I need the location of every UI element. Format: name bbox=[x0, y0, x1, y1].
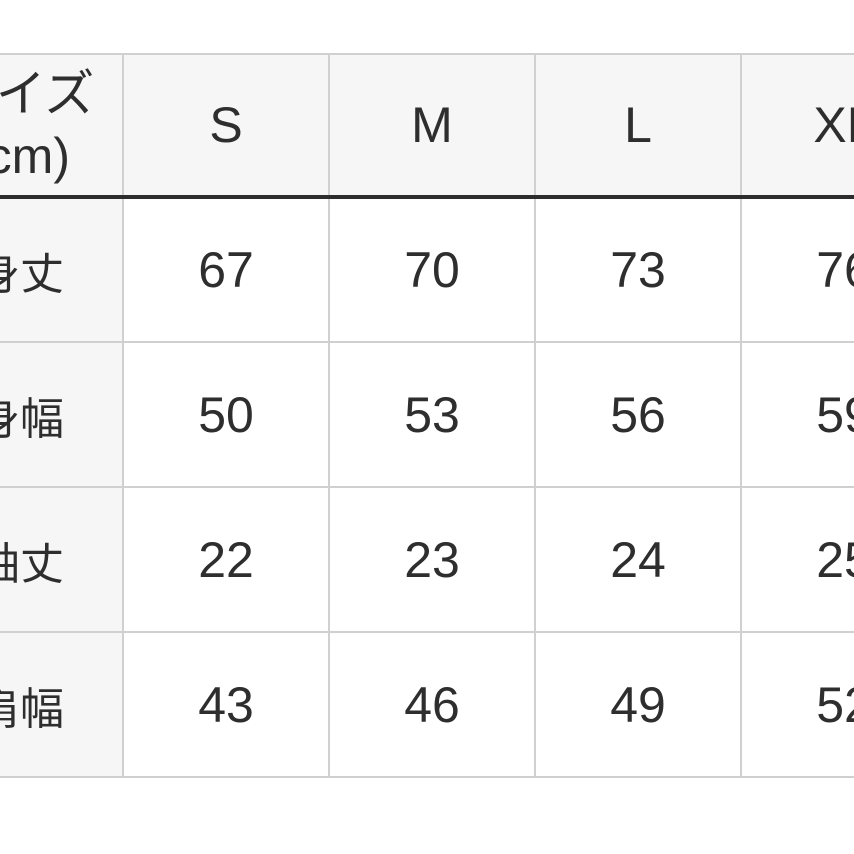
cell-body-width-m: 53 bbox=[328, 341, 536, 488]
size-word-label: サイズ bbox=[0, 65, 95, 122]
table-row-body-width: 身幅 50 53 56 59 bbox=[0, 341, 854, 488]
cell-sleeve-length-s: 22 bbox=[122, 486, 330, 633]
size-header-l: L bbox=[534, 53, 742, 199]
cell-body-length-m: 70 bbox=[328, 196, 536, 343]
size-unit-header-cell: サイズ (cm) bbox=[0, 53, 124, 199]
table-row-shoulder-width: 肩幅 43 46 49 52 bbox=[0, 631, 854, 778]
size-header-xl: XL bbox=[740, 53, 854, 199]
cell-body-length-xl: 76 bbox=[740, 196, 854, 343]
size-header-m: M bbox=[328, 53, 536, 199]
row-header-shoulder-width: 肩幅 bbox=[0, 631, 124, 778]
row-header-body-length: 身丈 bbox=[0, 196, 124, 343]
cell-sleeve-length-l: 24 bbox=[534, 486, 742, 633]
table-row-body-length: 身丈 67 70 73 76 bbox=[0, 196, 854, 343]
size-chart-table: サイズ (cm) S M L XL 身丈 67 70 73 76 身幅 50 5… bbox=[0, 53, 854, 778]
cell-shoulder-width-m: 46 bbox=[328, 631, 536, 778]
unit-cm-label: (cm) bbox=[0, 128, 70, 184]
cell-sleeve-length-xl: 25 bbox=[740, 486, 854, 633]
cell-shoulder-width-s: 43 bbox=[122, 631, 330, 778]
cell-shoulder-width-l: 49 bbox=[534, 631, 742, 778]
size-header-s: S bbox=[122, 53, 330, 199]
cell-body-width-xl: 59 bbox=[740, 341, 854, 488]
header-row: サイズ (cm) S M L XL bbox=[0, 53, 854, 199]
cell-sleeve-length-m: 23 bbox=[328, 486, 536, 633]
table-row-sleeve-length: 袖丈 22 23 24 25 bbox=[0, 486, 854, 633]
cell-body-length-l: 73 bbox=[534, 196, 742, 343]
cell-body-length-s: 67 bbox=[122, 196, 330, 343]
row-header-sleeve-length: 袖丈 bbox=[0, 486, 124, 633]
cell-body-width-l: 56 bbox=[534, 341, 742, 488]
cell-shoulder-width-xl: 52 bbox=[740, 631, 854, 778]
row-header-body-width: 身幅 bbox=[0, 341, 124, 488]
cell-body-width-s: 50 bbox=[122, 341, 330, 488]
